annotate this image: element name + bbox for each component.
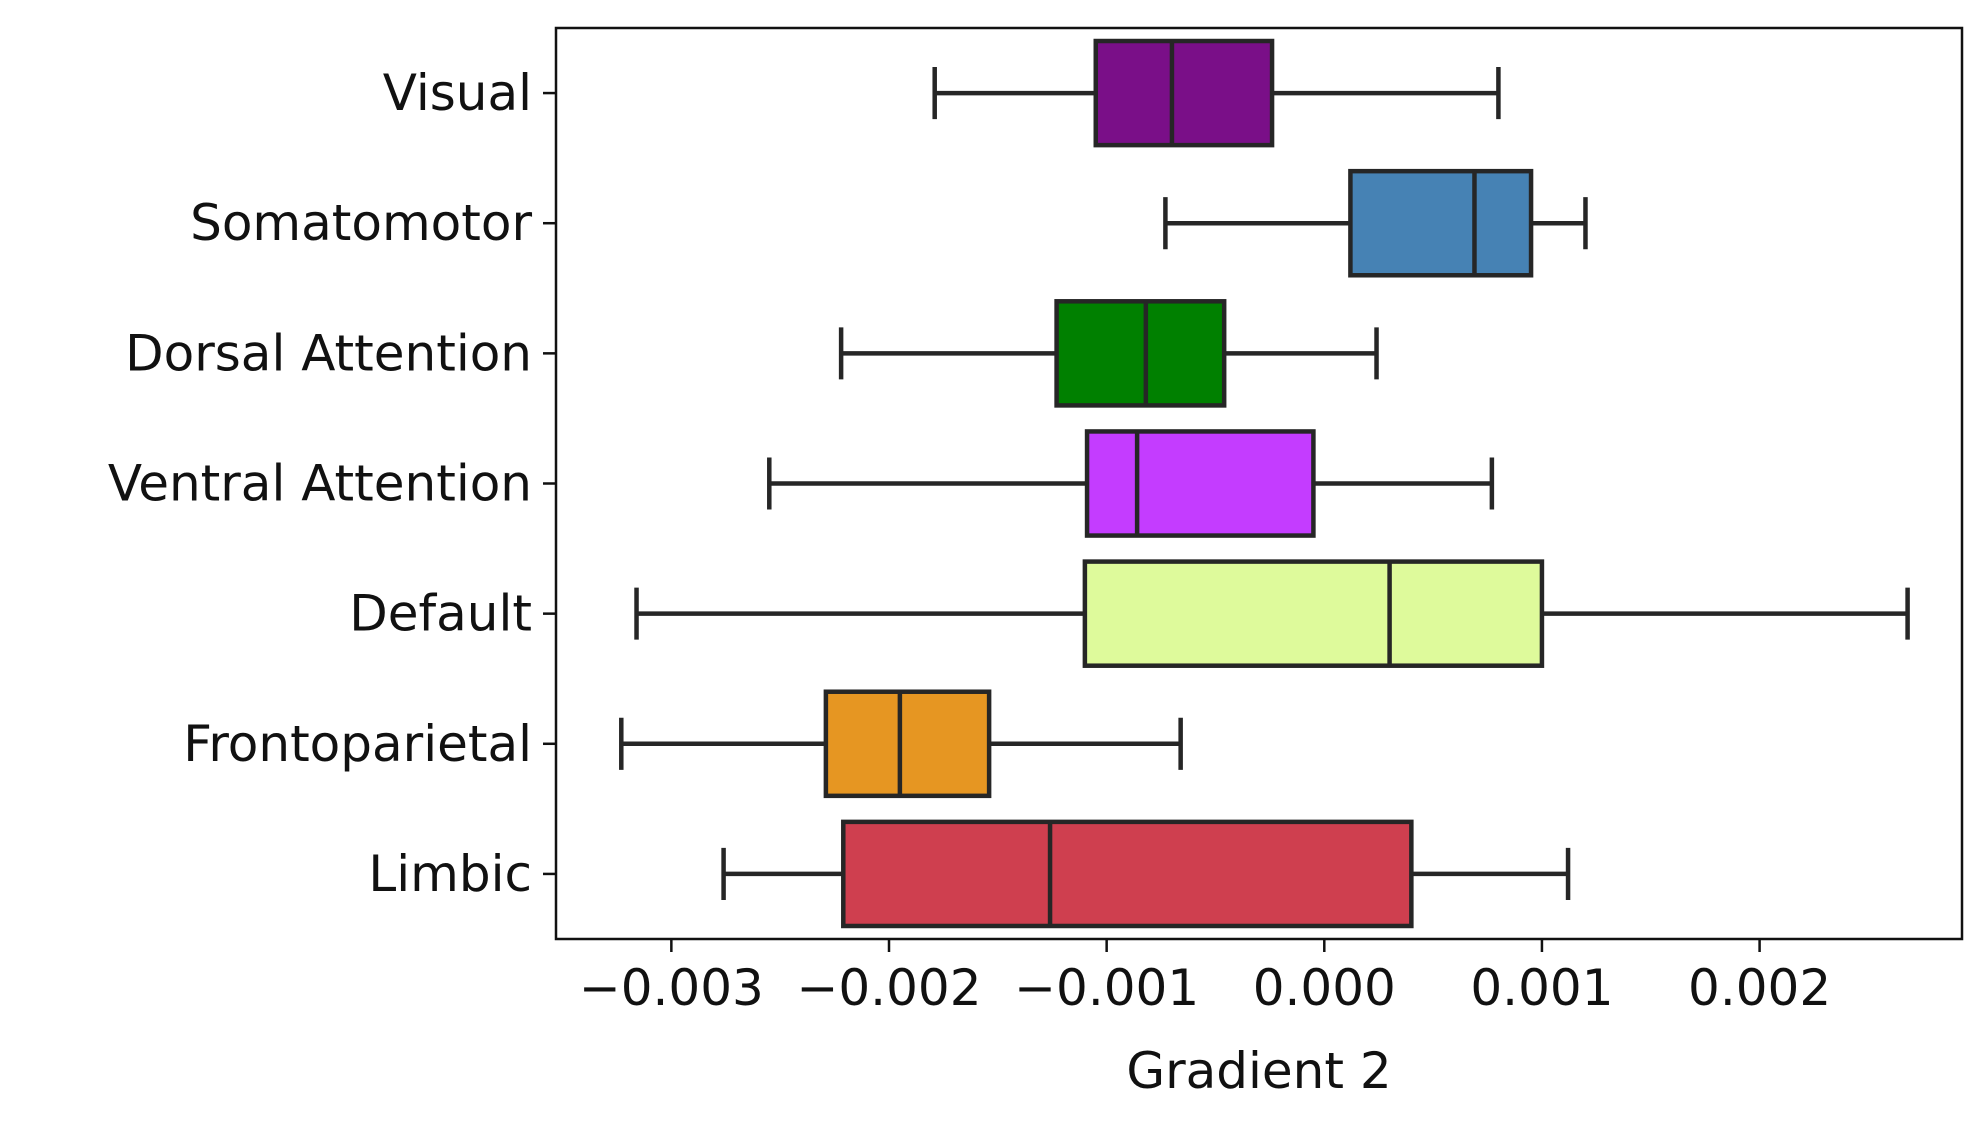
iqr-box	[1054, 299, 1227, 408]
x-axis: −0.003 −0.002 −0.001 0.000 0.001 0.002	[579, 939, 1831, 1017]
x-tick-label: 0.001	[1470, 959, 1613, 1017]
x-tick-label: 0.000	[1253, 959, 1396, 1017]
y-tick-label: Visual	[383, 64, 532, 122]
x-tick-label: −0.003	[579, 959, 764, 1017]
box-ventral-attention	[767, 429, 1495, 538]
y-tick-label: Default	[349, 585, 532, 643]
box-default	[634, 559, 1910, 668]
x-tick-label: 0.002	[1688, 959, 1831, 1017]
box-frontoparietal	[619, 689, 1183, 799]
box-somatomotor	[1163, 168, 1588, 278]
iqr-box	[1348, 168, 1534, 278]
box-visual	[932, 38, 1501, 148]
y-tick-label: Ventral Attention	[108, 455, 532, 513]
y-axis: Visual Somatomotor Dorsal Attention Ventral…	[108, 64, 556, 903]
x-axis-title: Gradient 2	[1126, 1042, 1391, 1100]
boxes-layer	[619, 38, 1910, 929]
y-tick-label: Somatomotor	[190, 194, 532, 252]
iqr-box	[823, 689, 992, 799]
iqr-box	[1082, 559, 1545, 668]
iqr-box	[1093, 38, 1275, 148]
y-tick-label: Dorsal Attention	[125, 324, 532, 382]
box-limbic	[721, 819, 1571, 929]
iqr-box	[1084, 429, 1316, 538]
y-tick-label: Frontoparietal	[183, 715, 532, 773]
y-tick-label: Limbic	[368, 845, 532, 903]
box-dorsal-attention	[838, 299, 1379, 408]
x-tick-label: −0.002	[796, 959, 981, 1017]
iqr-box	[841, 819, 1414, 929]
x-tick-label: −0.001	[1014, 959, 1199, 1017]
